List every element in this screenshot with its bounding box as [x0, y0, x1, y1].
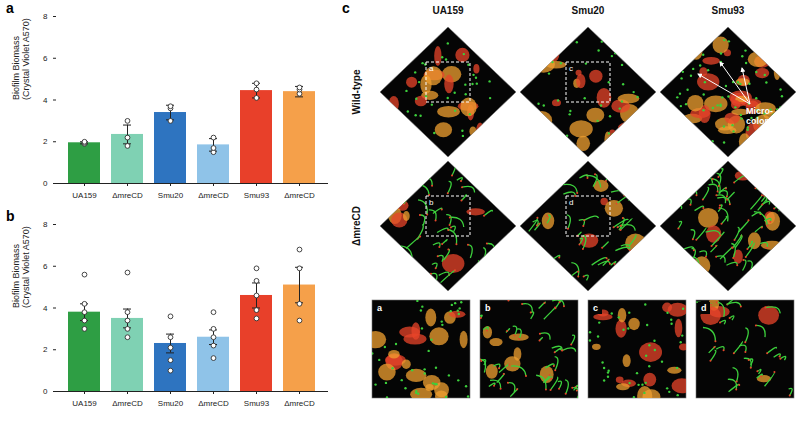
svg-text:Smu93: Smu93	[244, 399, 270, 408]
html-text:c: c	[342, 0, 350, 16]
svg-text:UA159: UA159	[432, 5, 464, 16]
svg-text:Biofilm Biomass(Crystal Violet: Biofilm Biomass(Crystal Violet A570)	[11, 18, 31, 100]
svg-text:2: 2	[43, 137, 48, 146]
svg-text:6: 6	[43, 262, 48, 271]
svg-text:0: 0	[43, 179, 48, 188]
svg-text:Micro-colonies: Micro-colonies	[746, 106, 783, 126]
svg-text:ΔmreCD: ΔmreCD	[284, 399, 315, 408]
svg-text:d: d	[701, 303, 707, 313]
svg-text:b: b	[429, 198, 434, 207]
svg-text:2: 2	[43, 345, 48, 354]
html-text:b: b	[6, 208, 15, 224]
svg-text:d: d	[569, 198, 573, 207]
svg-text:c: c	[593, 303, 598, 313]
svg-text:Smu20: Smu20	[572, 5, 605, 16]
html-text:a: a	[6, 0, 14, 16]
svg-text:Smu20: Smu20	[158, 191, 184, 200]
svg-text:4: 4	[43, 96, 48, 105]
svg-text:8: 8	[43, 12, 48, 21]
svg-text:8: 8	[43, 220, 48, 229]
svg-text:UA159: UA159	[72, 191, 97, 200]
svg-text:a: a	[377, 303, 383, 313]
svg-text:Smu93: Smu93	[712, 5, 745, 16]
svg-text:c: c	[569, 64, 573, 73]
svg-text:b: b	[485, 303, 491, 313]
svg-text:a: a	[429, 64, 434, 73]
svg-text:UA159: UA159	[72, 399, 97, 408]
svg-text:ΔmreCD: ΔmreCD	[112, 399, 143, 408]
svg-text:ΔmreCD: ΔmreCD	[351, 206, 362, 246]
svg-text:ΔmreCD: ΔmreCD	[284, 191, 315, 200]
svg-text:Wild-type: Wild-type	[351, 69, 362, 114]
svg-text:Smu20: Smu20	[158, 399, 184, 408]
svg-text:ΔmreCD: ΔmreCD	[198, 191, 229, 200]
svg-text:4: 4	[43, 304, 48, 313]
svg-text:Biofilm Biomass(Crystal Violet: Biofilm Biomass(Crystal Violet A570)	[11, 226, 31, 308]
svg-text:Smu93: Smu93	[244, 191, 270, 200]
svg-text:ΔmreCD: ΔmreCD	[198, 399, 229, 408]
svg-text:6: 6	[43, 54, 48, 63]
svg-text:ΔmreCD: ΔmreCD	[112, 191, 143, 200]
svg-text:0: 0	[43, 387, 48, 396]
